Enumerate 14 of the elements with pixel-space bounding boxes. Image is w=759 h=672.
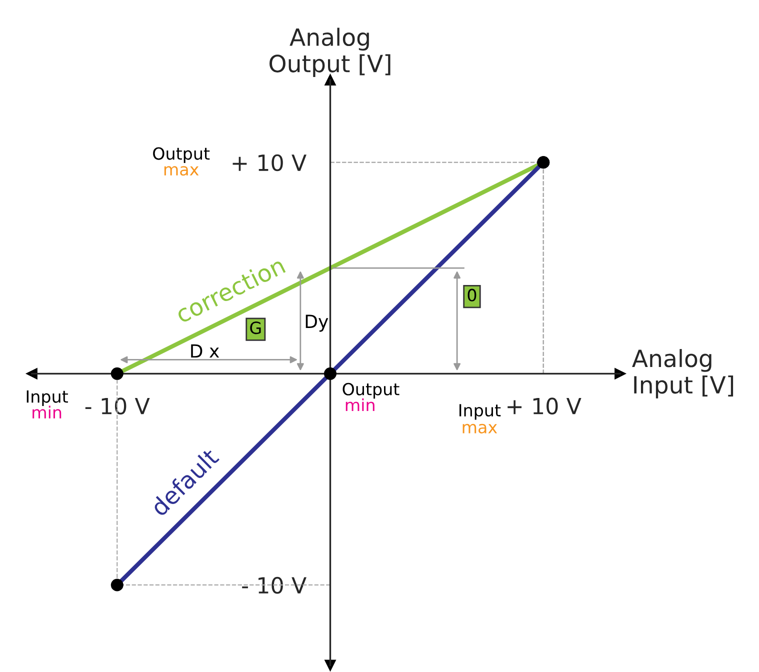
annotation: max xyxy=(462,424,498,434)
y-axis-title: Analog Output [V] xyxy=(270,28,390,78)
annotation: max xyxy=(164,166,199,176)
annotation: Output xyxy=(342,382,400,399)
annotation: Dy xyxy=(306,314,328,332)
annotation: Input xyxy=(460,404,501,420)
annotation: Input xyxy=(26,390,68,406)
annotation: min xyxy=(346,398,374,412)
annotation: D x xyxy=(191,344,220,358)
annotation: G xyxy=(250,322,261,334)
annotation: min xyxy=(32,406,62,418)
x-axis-title: Analog Input [V] xyxy=(632,349,734,398)
annotation: Output xyxy=(153,147,210,164)
annotation: 0 xyxy=(468,288,476,302)
